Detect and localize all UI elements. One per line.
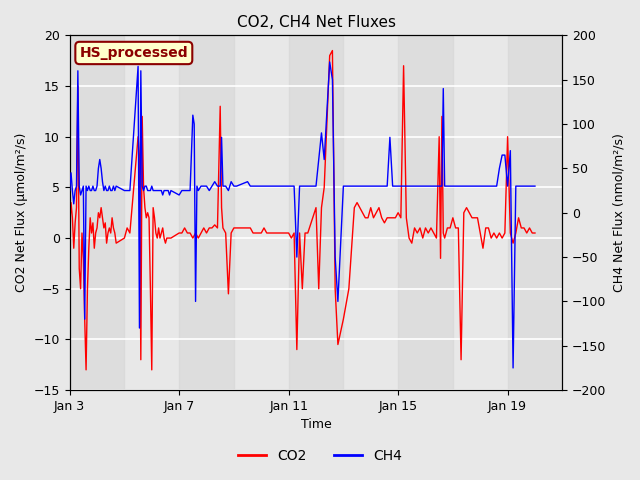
Y-axis label: CH4 Net Flux (nmol/m²/s): CH4 Net Flux (nmol/m²/s) [612,133,625,292]
Y-axis label: CO2 Net Flux (μmol/m²/s): CO2 Net Flux (μmol/m²/s) [15,133,28,292]
Legend: CO2, CH4: CO2, CH4 [232,443,408,468]
Bar [508,36,563,390]
Bar [289,36,344,390]
Bar [398,36,453,390]
Bar [179,36,234,390]
Bar [70,36,124,390]
Title: CO2, CH4 Net Fluxes: CO2, CH4 Net Fluxes [237,15,396,30]
Text: HS_processed: HS_processed [79,46,188,60]
X-axis label: Time: Time [301,419,332,432]
